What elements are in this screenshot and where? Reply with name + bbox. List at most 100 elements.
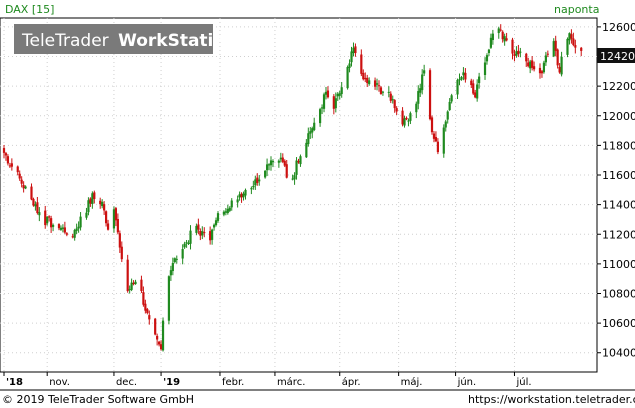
footer-url[interactable]: https://workstation.teletrader.com [468, 393, 635, 406]
candle-body [254, 179, 257, 186]
candle-body [542, 62, 546, 73]
last-price-label: 12420 [600, 50, 635, 63]
candle-body [352, 47, 355, 54]
candle-body [552, 41, 555, 57]
candle-body [489, 37, 493, 48]
candle-body [87, 200, 90, 213]
candle-body [409, 113, 412, 121]
candle-body [238, 194, 241, 198]
x-tick-label: ápr. [342, 376, 361, 388]
candle-body [483, 62, 487, 76]
candle-body [395, 108, 398, 112]
candle-body [324, 91, 328, 95]
candle-body [112, 209, 116, 229]
candle-body [501, 31, 504, 40]
candle-body [175, 258, 178, 260]
candle-body [187, 242, 190, 244]
candle-body [99, 200, 102, 205]
y-tick-label: 11000 [602, 258, 635, 271]
candle-body [478, 76, 481, 84]
candle-body [51, 224, 55, 227]
x-tick-label: nov. [49, 377, 70, 388]
candle-body [570, 34, 573, 39]
candle-body [362, 72, 365, 80]
candle-body [46, 216, 49, 224]
candle-body [491, 33, 494, 41]
candle-body [470, 80, 473, 86]
candle-body [118, 233, 121, 248]
candle-body [36, 202, 39, 213]
candle-body [44, 210, 47, 226]
candle-body [472, 83, 475, 94]
candle-body [456, 79, 459, 95]
candle-body [183, 243, 186, 248]
candle-body [132, 282, 135, 285]
candle-body [154, 318, 157, 335]
candle-body [442, 127, 445, 154]
candle-body [199, 230, 202, 236]
candle-body [432, 133, 436, 139]
y-tick-label: 12200 [602, 80, 635, 93]
candle-body [120, 246, 123, 260]
candle-body [93, 192, 96, 200]
candle-body [271, 161, 275, 163]
candle-body [252, 186, 255, 188]
candle-body [156, 335, 159, 340]
candle-body [181, 249, 184, 259]
candle-body [2, 148, 6, 153]
watermark-part1: TeleTrader [21, 31, 109, 51]
candle-body [444, 121, 447, 128]
candle-body [130, 282, 133, 290]
candle-body [533, 66, 536, 70]
candle-body [146, 309, 149, 313]
candle-body [6, 156, 10, 164]
candle-body [185, 242, 188, 244]
candle-body [126, 259, 129, 292]
candle-body [546, 53, 549, 55]
candle-body [128, 289, 131, 291]
candle-body [22, 184, 25, 189]
candle-body [299, 156, 302, 165]
candle-body [373, 80, 377, 87]
candle-body [379, 87, 383, 94]
candle-body [434, 137, 438, 142]
candle-body [421, 74, 424, 91]
candle-body [531, 60, 534, 68]
candle-body [240, 193, 243, 198]
candle-body [320, 107, 324, 109]
candle-series [2, 24, 583, 352]
candle-body [513, 54, 516, 56]
candle-body [322, 94, 326, 109]
candle-body [265, 164, 269, 171]
candle-body [446, 111, 449, 120]
x-tick-label: dec. [116, 377, 137, 388]
candle-body [140, 279, 143, 291]
candle-body [201, 231, 204, 236]
grid-lines [0, 18, 597, 372]
candle-body [558, 66, 561, 73]
candle-body [144, 303, 147, 311]
candle-body [458, 79, 461, 81]
candle-body [116, 219, 119, 233]
candle-body [226, 208, 229, 214]
candle-body [250, 188, 253, 190]
candle-body [326, 90, 330, 98]
candle-body [79, 216, 82, 228]
candle-body [403, 118, 406, 126]
candle-body [364, 77, 367, 80]
candle-body [167, 276, 171, 321]
copyright-text: © 2019 TeleTrader Software GmbH [2, 393, 194, 406]
candle-body [283, 160, 286, 166]
candle-body [313, 122, 316, 130]
x-tick-label: márc. [277, 376, 305, 388]
candle-body [346, 67, 349, 89]
candle-body [228, 207, 231, 211]
y-tick-label: 11200 [602, 228, 635, 241]
y-tick-label: 10600 [602, 317, 635, 330]
candle-body [505, 38, 508, 41]
candle-body [366, 77, 369, 84]
candle-body [61, 227, 64, 229]
y-tick-label: 10400 [602, 347, 635, 360]
candle-body [222, 211, 225, 215]
